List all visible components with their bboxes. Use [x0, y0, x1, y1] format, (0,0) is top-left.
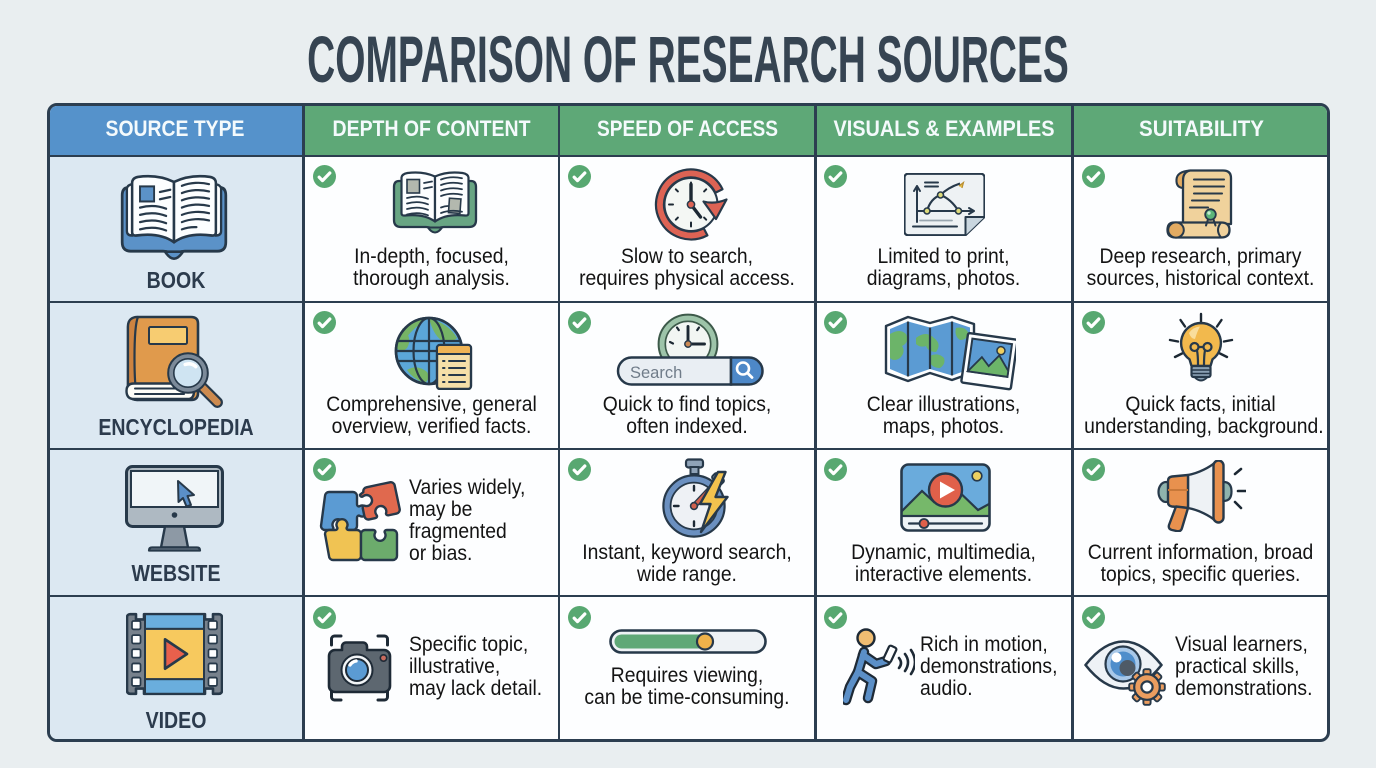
- svg-text:Search: Search: [630, 364, 682, 382]
